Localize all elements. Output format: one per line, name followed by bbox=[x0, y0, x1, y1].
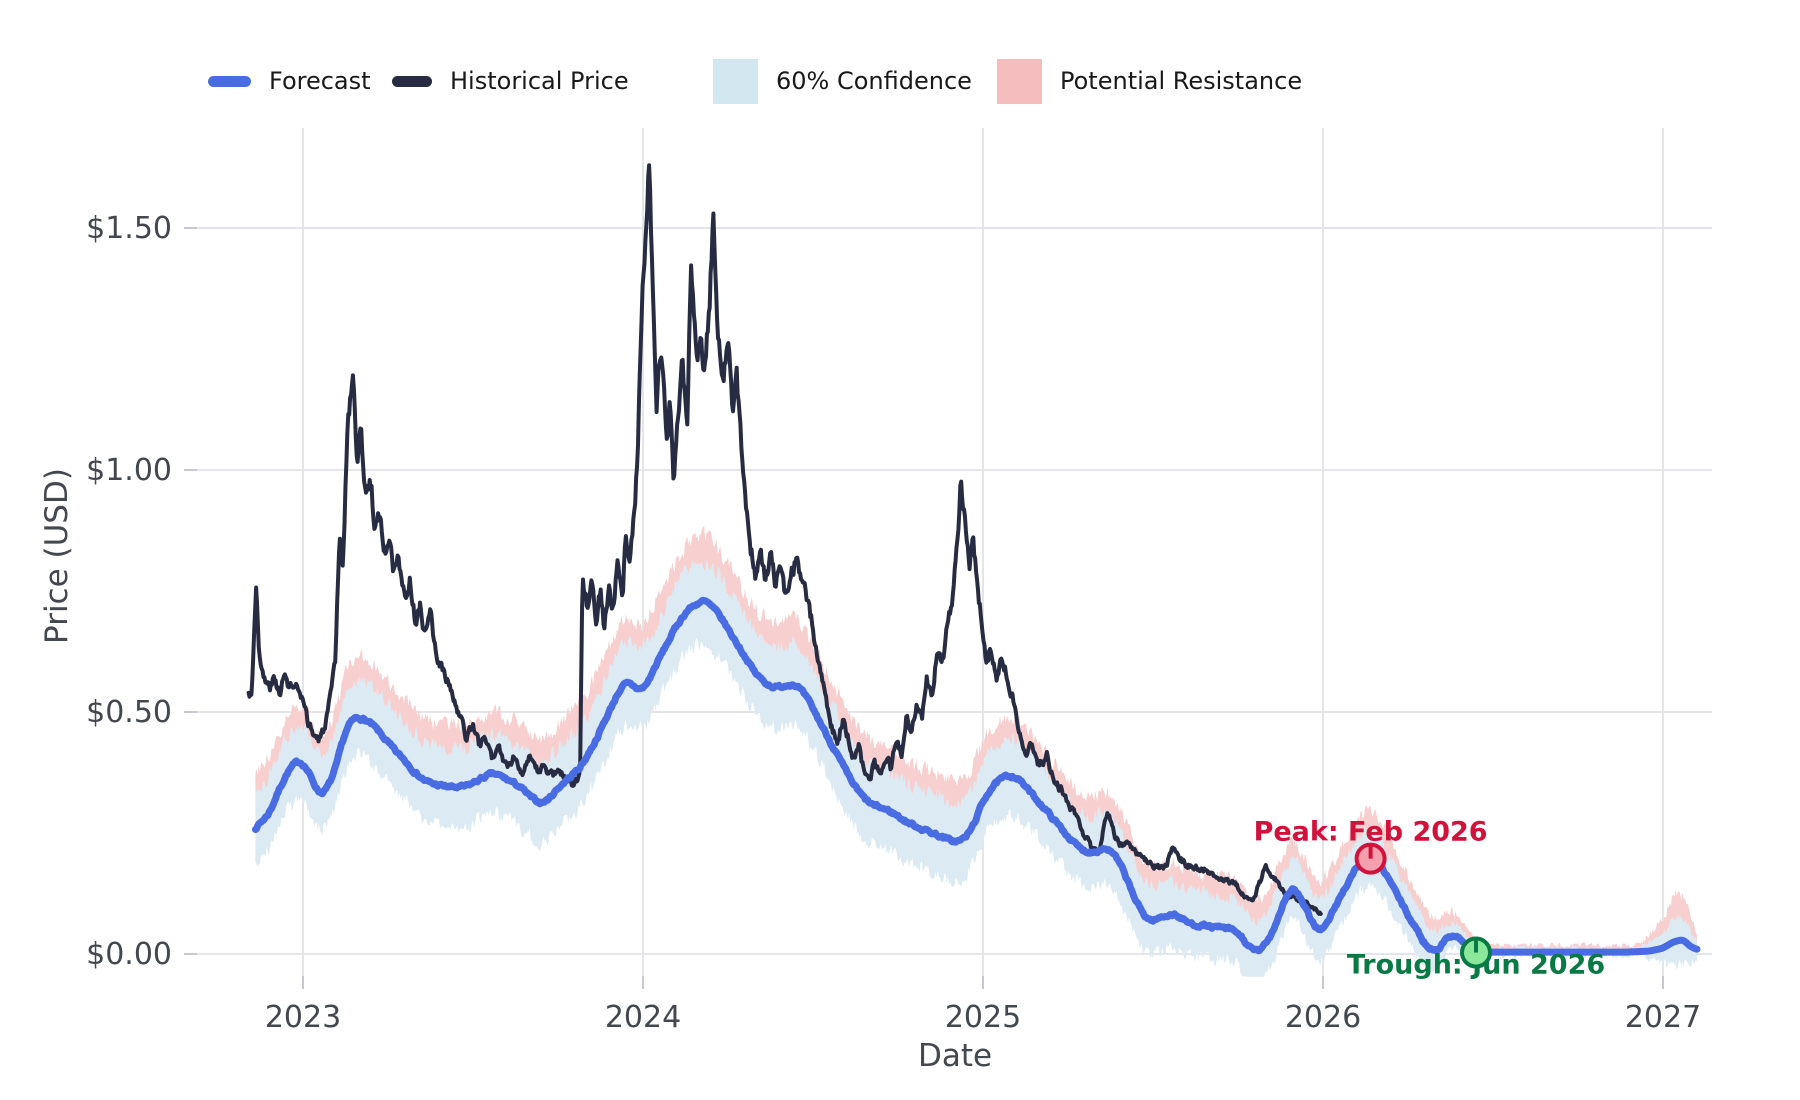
y-tick-label-$0.00: $0.00 bbox=[86, 937, 172, 972]
legend-label-historical-price: Historical Price bbox=[450, 67, 629, 95]
y-tick-label-$1.00: $1.00 bbox=[86, 453, 172, 488]
legend-item-historical-price: Historical Price bbox=[392, 58, 629, 104]
confidence-band-swatch-icon bbox=[713, 58, 758, 104]
legend-label-forecast: Forecast bbox=[269, 67, 371, 95]
legend: Forecast Historical Price 60% Confidence… bbox=[0, 58, 1800, 104]
resistance-band bbox=[255, 526, 1697, 953]
grid-layer: $0.00 $0.50 $1.00 $1.50 2023 2024 2025 2026 2027 bbox=[86, 128, 1712, 1035]
legend-item-confidence: 60% Confidence bbox=[713, 58, 972, 104]
legend-item-resistance: Potential Resistance bbox=[997, 58, 1302, 104]
y-axis-title: Price (USD) bbox=[39, 468, 75, 644]
x-tick-label-2023: 2023 bbox=[265, 1000, 341, 1035]
x-tick-label-2026: 2026 bbox=[1285, 1000, 1361, 1035]
legend-label-confidence: 60% Confidence bbox=[776, 67, 972, 95]
x-tick-label-2025: 2025 bbox=[945, 1000, 1021, 1035]
legend-label-resistance: Potential Resistance bbox=[1060, 67, 1303, 95]
series-layer bbox=[246, 163, 1701, 957]
confidence-band bbox=[255, 558, 1697, 977]
historical-price-line bbox=[246, 163, 1323, 916]
peak-annotation-label: Peak: Feb 2026 bbox=[1254, 817, 1488, 848]
y-tick-label-$1.50: $1.50 bbox=[86, 211, 172, 246]
x-tick-label-2027: 2027 bbox=[1625, 1000, 1701, 1035]
resistance-band-swatch-icon bbox=[997, 58, 1042, 104]
band-layer bbox=[255, 526, 1697, 977]
x-axis-title: Date bbox=[917, 1038, 993, 1074]
x-tick-label-2024: 2024 bbox=[605, 1000, 681, 1035]
y-tick-label-$0.50: $0.50 bbox=[86, 695, 172, 730]
forecast-line-swatch-icon bbox=[208, 75, 251, 87]
historical-line-swatch-icon bbox=[392, 75, 432, 87]
legend-item-forecast: Forecast bbox=[208, 58, 371, 104]
forecast-line bbox=[251, 596, 1701, 957]
